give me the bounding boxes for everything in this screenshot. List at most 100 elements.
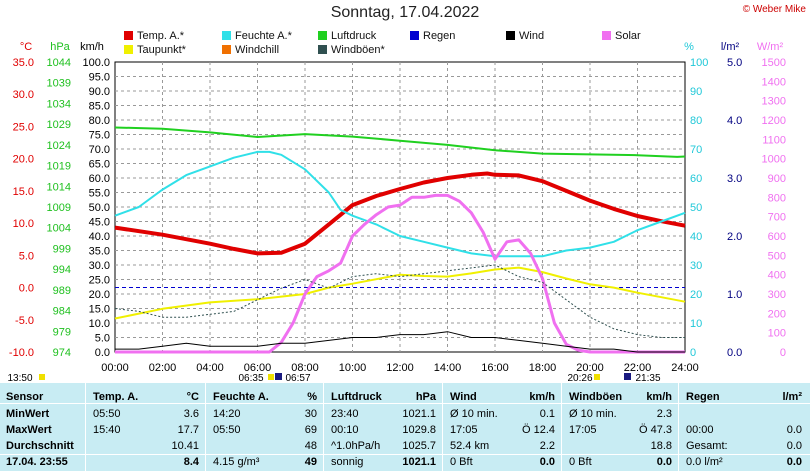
pressure-tick-label: 1039 [47, 78, 71, 90]
stats-cell-value: 0.0 [786, 424, 802, 436]
row-separator [0, 403, 810, 404]
pressure-tick-label: 979 [53, 326, 71, 338]
wind-tick-label: 35.0 [89, 246, 110, 258]
wind-tick-label: 25.0 [89, 275, 110, 287]
legend-item: Solar [602, 30, 641, 42]
stats-cell-value: 1021.1 [402, 408, 436, 420]
moonset-marker [624, 373, 631, 380]
humidity-unit-label: % [684, 41, 694, 53]
solar-tick-label: 1300 [762, 96, 786, 108]
stats-cell-note: 23:40 [331, 408, 359, 420]
stats-cell-note: 00:10 [331, 424, 359, 436]
stats-cell-value: 48 [304, 440, 317, 452]
solar-tick-label: 1000 [762, 154, 786, 166]
pressure-tick-label: 989 [53, 285, 71, 297]
temp-tick-label: 15.0 [13, 186, 34, 198]
chart-title: Sonntag, 17.04.2022 [330, 4, 480, 21]
solar-tick-label: 200 [768, 308, 786, 320]
humidity-tick-label: 0 [690, 347, 696, 359]
sunrise-marker [268, 374, 274, 380]
pressure-tick-label: 1014 [47, 181, 71, 193]
wind-tick-label: 0.0 [95, 347, 110, 359]
legend-item: Windböen* [318, 44, 385, 56]
credit-label: © Weber Mike [742, 4, 806, 15]
column-separator [85, 383, 86, 471]
series-line-windb-en [114, 264, 685, 338]
stats-header-unit: °C [186, 391, 199, 403]
stats-cell-value: 1021.1 [402, 456, 436, 468]
pressure-tick-label: 1029 [47, 119, 71, 131]
rain-tick-label: 2.0 [727, 231, 742, 243]
stats-cell-note: 15:40 [93, 424, 121, 436]
temp-tick-label: 5.0 [19, 250, 34, 262]
stats-cell-note: 05:50 [93, 408, 121, 420]
pressure-tick-label: 994 [53, 264, 71, 276]
stats-cell-note: 17:05 [569, 424, 597, 436]
stats-row-label: MaxWert [6, 424, 52, 436]
legend-swatch [410, 31, 419, 40]
legend-item: Wind [506, 30, 544, 42]
legend-swatch [124, 31, 133, 40]
wind-tick-label: 100.0 [82, 57, 110, 69]
humidity-tick-label: 20 [690, 289, 702, 301]
stats-cell-note: Ø 10 min. [450, 408, 498, 420]
humidity-tick-label: 40 [690, 231, 702, 243]
wind-tick-label: 95.0 [89, 72, 110, 84]
legend-item: Taupunkt* [124, 44, 186, 56]
wind-tick-label: 10.0 [89, 318, 110, 330]
temp-tick-label: 35.0 [13, 57, 34, 69]
solar-tick-label: 300 [768, 289, 786, 301]
stats-header-unit: l/m² [782, 391, 802, 403]
humidity-tick-label: 50 [690, 202, 702, 214]
solar-tick-label: 800 [768, 192, 786, 204]
humidity-tick-label: 100 [690, 57, 708, 69]
x-tick-label: 04:00 [196, 362, 224, 374]
temp-tick-label: -10.0 [9, 347, 34, 359]
stats-header: Luftdruck [331, 391, 382, 403]
solar-tick-label: 1400 [762, 76, 786, 88]
legend-swatch [124, 45, 133, 54]
solar-unit-label: W/m² [757, 41, 784, 53]
stats-cell-note: 05:50 [213, 424, 241, 436]
stats-cell-value: Ö 12.4 [521, 424, 555, 436]
sunrise-label: 06:35 [238, 373, 263, 383]
humidity-tick-label: 80 [690, 115, 702, 127]
wind-tick-label: 15.0 [89, 304, 110, 316]
humidity-tick-label: 60 [690, 173, 702, 185]
legend-label: Wind [519, 30, 545, 42]
solar-tick-label: 600 [768, 231, 786, 243]
rain-tick-label: 3.0 [727, 173, 742, 185]
x-tick-label: 02:00 [149, 362, 177, 374]
rain-tick-label: 1.0 [727, 289, 742, 301]
stats-cell-note: 00:00 [686, 424, 714, 436]
series-line-luftdruck [114, 126, 686, 158]
wind-tick-label: 90.0 [89, 86, 110, 98]
temp-tick-label: -5.0 [15, 315, 34, 327]
pressure-tick-label: 1044 [47, 57, 71, 69]
temp-tick-label: 30.0 [13, 89, 34, 101]
stats-cell-value: 0.1 [539, 408, 555, 420]
stats-header-unit: % [307, 391, 317, 403]
rain-tick-label: 4.0 [727, 115, 742, 127]
time-label-left: 13:50 [7, 373, 32, 383]
column-separator [323, 383, 324, 471]
legend-item: Temp. A.* [124, 30, 184, 42]
stats-cell-value: 49 [304, 456, 317, 468]
legend-swatch [602, 31, 611, 40]
stats-header: Sensor [6, 391, 44, 403]
stats-cell-value: 0.0 [656, 456, 672, 468]
column-separator [442, 383, 443, 471]
solar-tick-label: 900 [768, 173, 786, 185]
stats-cell-note: 0.0 l/m² [686, 456, 723, 468]
rain-tick-label: 0.0 [727, 347, 742, 359]
solar-tick-label: 400 [768, 270, 786, 282]
x-tick-label: 16:00 [481, 362, 509, 374]
column-separator [678, 383, 679, 471]
stats-cell-note: Gesamt: [686, 440, 728, 452]
legend-swatch [506, 31, 515, 40]
wind-tick-label: 80.0 [89, 115, 110, 127]
legend-item: Regen [410, 30, 455, 42]
stats-header: Temp. A. [93, 391, 139, 403]
stats-cell-note: sonnig [331, 456, 364, 468]
legend-item: Windchill [222, 44, 279, 56]
